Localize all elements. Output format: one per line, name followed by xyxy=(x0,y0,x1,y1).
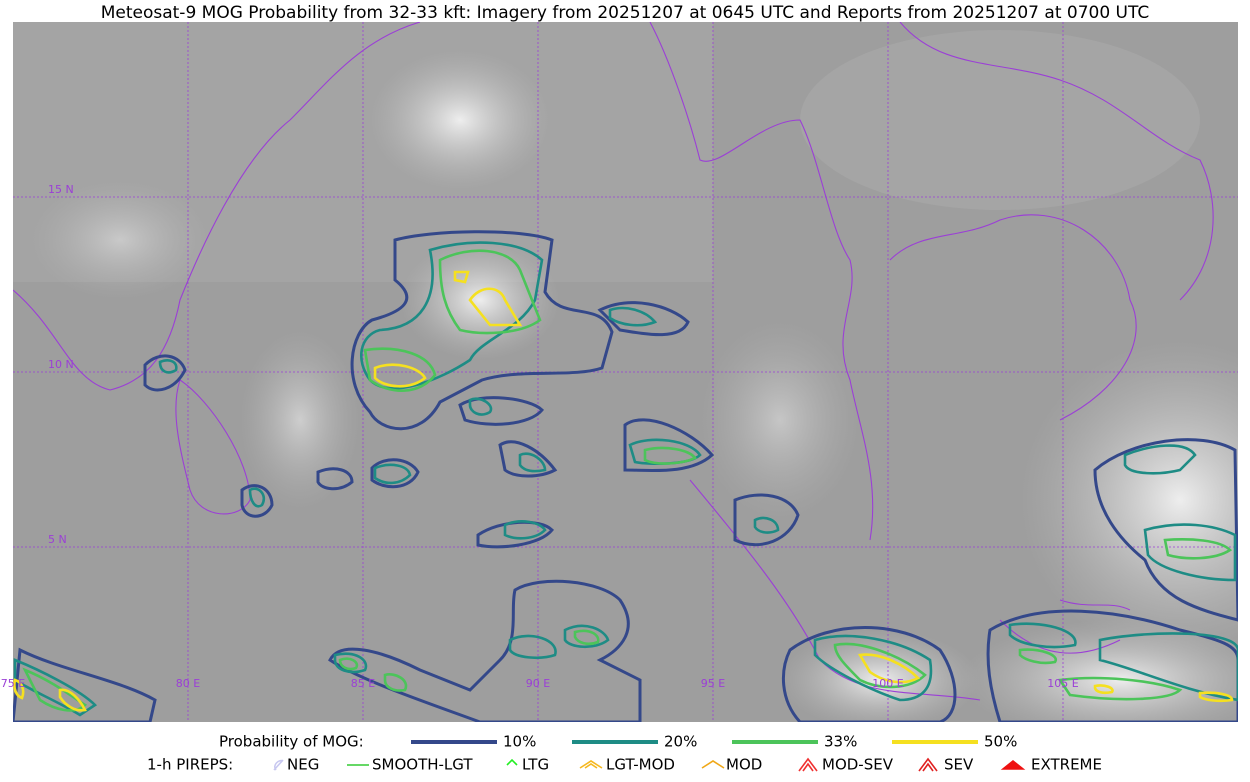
pirep-symbol xyxy=(798,757,818,772)
pirep-symbol xyxy=(918,757,938,772)
probability-legend-label: Probability of MOG: xyxy=(219,733,364,751)
legend: Probability of MOG: 1-h PIREPS: 10% 20% 33… xyxy=(147,733,1102,774)
pirep-symbol xyxy=(273,759,284,771)
longitude-label: 100 E xyxy=(872,677,903,690)
pirep-symbol xyxy=(579,760,603,769)
probability-legend-entry: 50% xyxy=(984,733,1017,751)
pireps-legend-label: 1-h PIREPS: xyxy=(147,756,233,774)
title: Meteosat-9 MOG Probability from 32-33 kf… xyxy=(101,3,1150,23)
pirep-legend-entry: SEV xyxy=(944,756,974,774)
longitude-label: 90 E xyxy=(526,677,550,690)
satellite-image xyxy=(13,22,1238,722)
pirep-legend-entry: LGT-MOD xyxy=(606,756,675,774)
pirep-legend-entry: MOD-SEV xyxy=(822,756,894,774)
longitude-label: 85 E xyxy=(351,677,375,690)
latitude-label: 10 N xyxy=(48,358,74,371)
probability-legend-entry: 20% xyxy=(664,733,697,751)
pirep-legend-entry: EXTREME xyxy=(1031,756,1102,774)
longitude-label: 80 E xyxy=(176,677,200,690)
pirep-legend-entry: MOD xyxy=(726,756,762,774)
probability-legend-entry: 10% xyxy=(503,733,536,751)
pirep-legend-entry: SMOOTH-LGT xyxy=(372,756,473,774)
probability-legend-entry: 33% xyxy=(824,733,857,751)
latitude-label: 15 N xyxy=(48,183,74,196)
longitude-label: 105 E xyxy=(1047,677,1078,690)
pirep-legend-entry: NEG xyxy=(287,756,319,774)
longitude-label: 95 E xyxy=(701,677,725,690)
pirep-symbol xyxy=(1000,759,1026,770)
latitude-label: 5 N xyxy=(48,533,67,546)
pirep-symbol xyxy=(506,758,518,766)
contours xyxy=(13,230,1238,722)
pirep-symbol xyxy=(701,760,725,769)
longitude-label: 75 E xyxy=(1,677,25,690)
pirep-legend-entry: LTG xyxy=(522,756,549,774)
